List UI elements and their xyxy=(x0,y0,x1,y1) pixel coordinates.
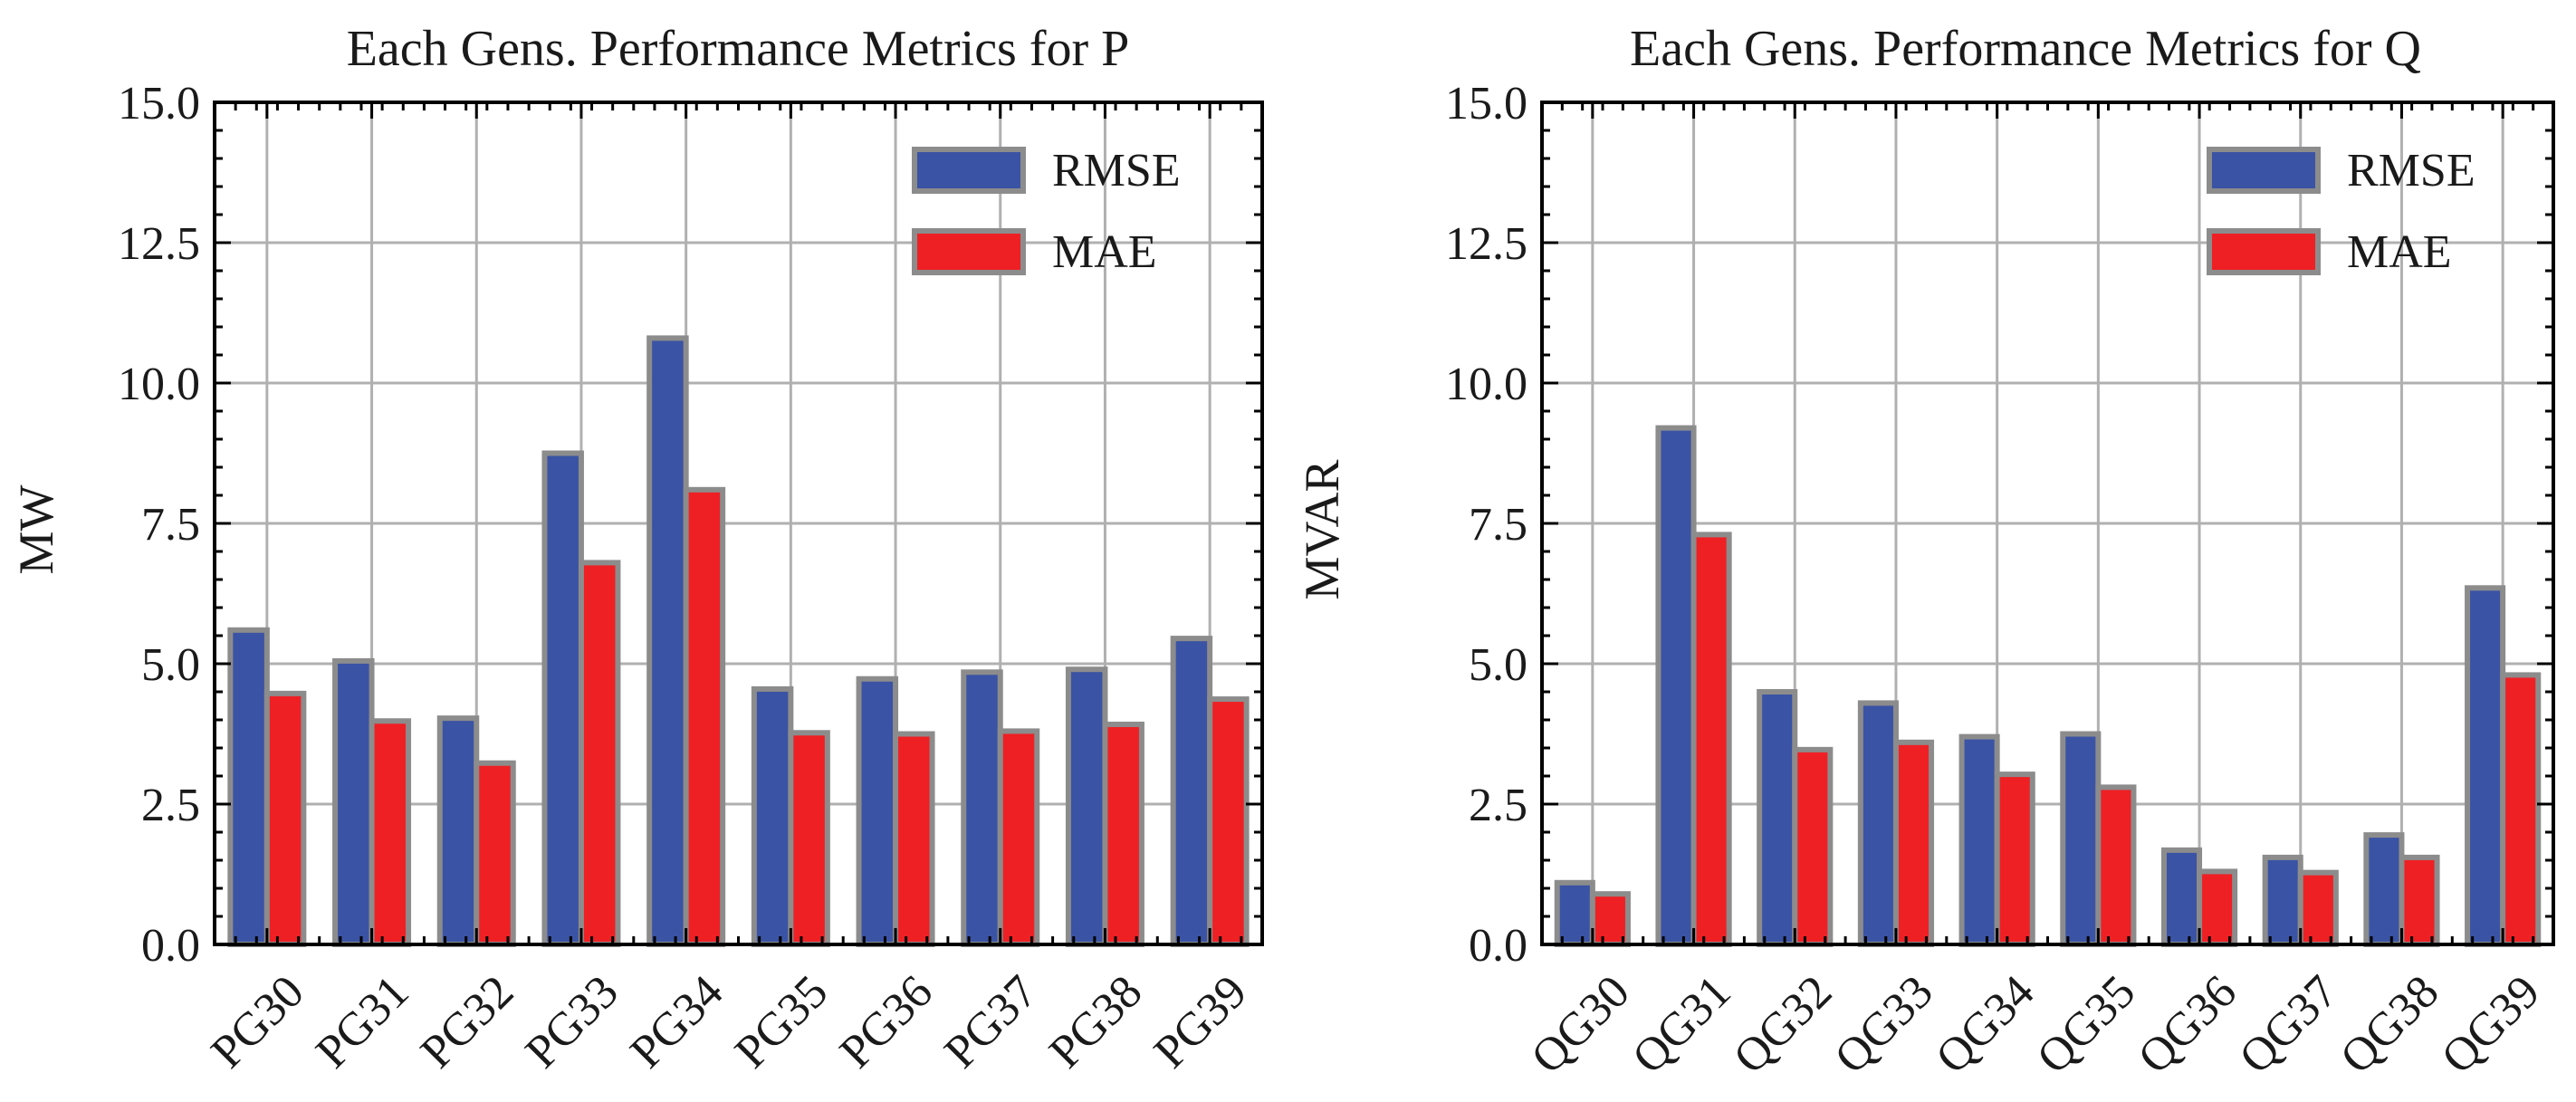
bar-mae-pg32 xyxy=(474,760,516,947)
y-tick-label: 2.5 xyxy=(1469,780,1527,831)
x-tick-label: PG32 xyxy=(411,966,523,1078)
x-tick-label: PG34 xyxy=(621,966,733,1078)
x-tick-label: PG36 xyxy=(830,966,943,1078)
x-tick-label: QG31 xyxy=(1623,966,1740,1084)
bar-mae-qg39 xyxy=(2500,672,2542,948)
x-tick-label: PG38 xyxy=(1039,966,1152,1078)
bar-mae-qg38 xyxy=(2399,854,2440,948)
legend-swatch-mae xyxy=(912,228,1026,275)
x-tick-label: QG37 xyxy=(2230,966,2348,1084)
legend-swatch-rmse xyxy=(912,147,1026,194)
bar-mae-qg31 xyxy=(1690,532,1732,948)
legend-label-rmse: RMSE xyxy=(1052,145,1181,196)
bar-rmse-pg38 xyxy=(1065,666,1108,947)
y-tick-label: 10.0 xyxy=(1445,359,1527,410)
legend: RMSE MAE xyxy=(912,145,1181,278)
x-tick-label: QG36 xyxy=(2129,966,2246,1084)
bar-mae-qg34 xyxy=(1994,771,2035,948)
bar-rmse-qg39 xyxy=(2465,585,2506,947)
x-tick-label: QG39 xyxy=(2432,966,2550,1084)
x-tick-label: QG30 xyxy=(1522,966,1640,1084)
bar-mae-qg32 xyxy=(1792,746,1834,947)
bar-rmse-qg30 xyxy=(1554,879,1595,947)
y-tick-labels: 0.0 2.5 5.0 7.5 10.0 12.5 15.0 xyxy=(118,78,200,972)
chart-panel-p: Each Gens. Performance Metrics for P MW … xyxy=(9,21,1264,1078)
bar-mae-qg36 xyxy=(2197,868,2238,948)
bar-mae-qg35 xyxy=(2095,784,2137,948)
bar-rmse-qg35 xyxy=(2060,731,2102,947)
y-tick-label: 0.0 xyxy=(141,920,200,972)
bar-rmse-qg36 xyxy=(2160,847,2203,948)
y-tick-label: 12.5 xyxy=(118,218,200,270)
legend-swatch-rmse xyxy=(2207,147,2321,194)
legend-swatch-mae xyxy=(2207,228,2321,275)
bars xyxy=(1554,425,2542,948)
bar-rmse-pg36 xyxy=(856,676,899,947)
chart-title: Each Gens. Performance Metrics for P xyxy=(347,21,1130,77)
bar-rmse-qg32 xyxy=(1757,689,1798,947)
legend-label-mae: MAE xyxy=(2347,226,2452,278)
x-tick-label: QG32 xyxy=(1724,966,1842,1084)
bar-mae-pg39 xyxy=(1207,696,1250,947)
x-tick-label: PG31 xyxy=(306,966,418,1078)
bars xyxy=(227,335,1250,948)
x-tick-label: PG39 xyxy=(1144,966,1257,1078)
bar-mae-qg37 xyxy=(2297,869,2339,948)
bar-mae-pg31 xyxy=(369,718,412,947)
x-tick-label: PG33 xyxy=(516,966,628,1078)
y-tick-label: 7.5 xyxy=(141,499,200,551)
bar-rmse-qg37 xyxy=(2262,854,2303,948)
y-tick-label: 15.0 xyxy=(1445,78,1527,129)
bar-rmse-pg34 xyxy=(646,335,689,947)
bar-rmse-qg31 xyxy=(1655,425,1697,948)
bar-rmse-pg37 xyxy=(961,669,1003,947)
ticks xyxy=(215,101,1262,946)
bar-rmse-qg33 xyxy=(1857,700,1899,948)
bar-rmse-pg31 xyxy=(332,657,375,948)
bar-mae-pg35 xyxy=(788,730,830,948)
x-tick-label: PG37 xyxy=(935,966,1048,1078)
y-tick-label: 12.5 xyxy=(1445,218,1527,270)
x-tick-label: QG33 xyxy=(1825,966,1943,1084)
y-tick-label: 15.0 xyxy=(118,78,200,129)
chart-title: Each Gens. Performance Metrics for Q xyxy=(1630,21,2421,77)
bar-mae-pg33 xyxy=(578,560,621,948)
bar-mae-pg34 xyxy=(683,486,726,947)
legend-label-mae: MAE xyxy=(1052,226,1157,278)
bar-mae-pg36 xyxy=(893,731,935,947)
y-tick-label: 2.5 xyxy=(141,780,200,831)
chart-panel-q: Each Gens. Performance Metrics for Q MVA… xyxy=(1295,21,2555,1084)
legend-label-rmse: RMSE xyxy=(2347,145,2475,196)
ticks xyxy=(1542,101,2553,946)
legend: RMSE MAE xyxy=(2207,145,2475,278)
y-tick-label: 0.0 xyxy=(1469,920,1527,972)
bar-mae-qg33 xyxy=(1892,739,1935,947)
bar-rmse-pg32 xyxy=(436,715,480,948)
x-tick-label: PG30 xyxy=(202,966,314,1078)
y-axis-label: MW xyxy=(9,484,63,574)
x-tick-label: QG38 xyxy=(2331,966,2448,1084)
bar-rmse-qg34 xyxy=(1958,733,2000,947)
bar-rmse-pg35 xyxy=(751,685,794,948)
x-tick-label: QG34 xyxy=(1926,966,2044,1084)
y-tick-labels: 0.0 2.5 5.0 7.5 10.0 12.5 15.0 xyxy=(1445,78,1527,972)
bar-mae-pg30 xyxy=(263,690,307,947)
bar-rmse-qg38 xyxy=(2363,832,2405,947)
bar-rmse-pg33 xyxy=(541,450,584,947)
y-tick-label: 7.5 xyxy=(1469,499,1527,551)
bar-rmse-pg39 xyxy=(1170,636,1213,947)
x-tick-label: PG35 xyxy=(725,966,838,1078)
y-tick-label: 10.0 xyxy=(118,359,200,410)
bar-rmse-pg30 xyxy=(227,627,270,947)
bar-mae-pg37 xyxy=(997,728,1040,948)
y-tick-label: 5.0 xyxy=(141,639,200,691)
y-axis-label: MVAR xyxy=(1295,459,1349,599)
x-tick-label: QG35 xyxy=(2027,966,2145,1084)
bar-mae-pg38 xyxy=(1102,721,1144,948)
y-tick-label: 5.0 xyxy=(1469,639,1527,691)
